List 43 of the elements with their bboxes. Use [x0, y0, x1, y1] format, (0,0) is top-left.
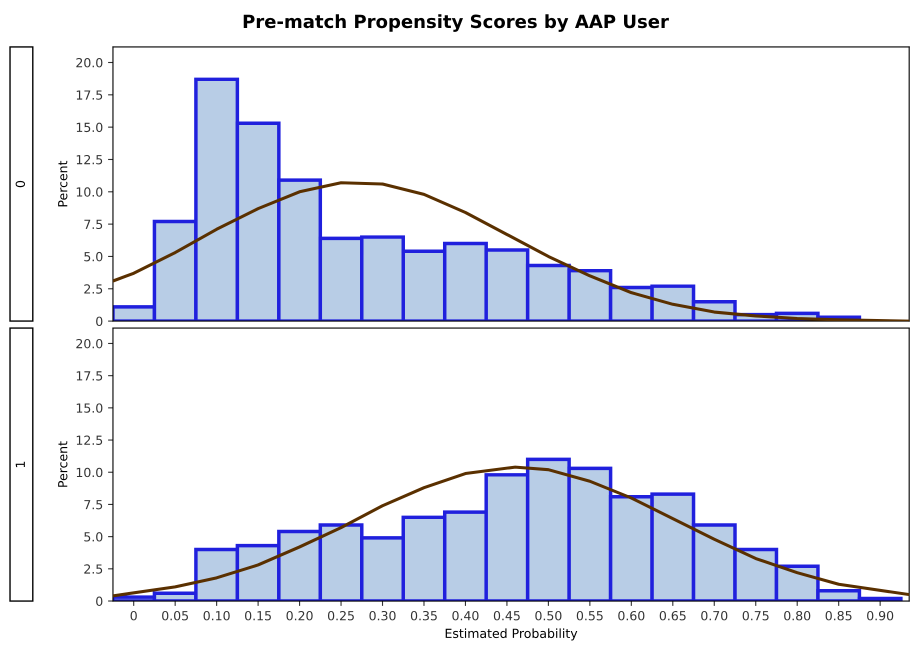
y-axis-title: Percent	[58, 441, 68, 487]
x-tick-label: 0.70	[701, 610, 728, 620]
x-tick-label: 0.05	[162, 610, 188, 620]
y-tick-label: 10.0	[76, 468, 102, 478]
x-tick-label: 0.15	[245, 610, 271, 620]
x-tick-label: 0.65	[660, 610, 686, 620]
y-tick-label: 12.5	[76, 436, 102, 445]
y-tick-label: 15.0	[76, 403, 102, 413]
text: 0	[16, 180, 26, 188]
y-tick-label: 17.5	[76, 90, 102, 100]
x-tick-label: 0.55	[576, 610, 603, 620]
y-tick-label: 0	[96, 316, 102, 326]
x-tick-label: 0.30	[369, 610, 396, 620]
x-tick-label: 0.35	[410, 610, 437, 620]
y-tick-label: 2.5	[84, 284, 102, 294]
y-tick-label: 5.0	[84, 252, 102, 262]
y-tick-label: 2.5	[84, 564, 102, 574]
x-tick-label: 0	[130, 610, 137, 620]
x-tick-label: 0.90	[867, 610, 894, 620]
y-tick-label: 7.5	[84, 500, 102, 510]
y-tick-label: 5.0	[84, 532, 102, 542]
chart-title: Pre-match Propensity Scores by AAP User	[244, 14, 669, 32]
x-tick-label: 0.75	[742, 610, 769, 620]
x-tick-label: 0.10	[204, 610, 230, 620]
y-tick-label: 20.0	[76, 338, 102, 348]
y-tick-label: 15.0	[76, 122, 102, 132]
y-tick-label: 10.0	[76, 187, 102, 197]
x-tick-label: 0.40	[452, 610, 479, 620]
y-tick-label: 17.5	[76, 371, 102, 381]
y-axis-title: Percent	[58, 160, 68, 206]
x-tick-label: 0.45	[494, 610, 520, 620]
y-tick-label: 20.0	[76, 58, 102, 68]
x-axis-title: Estimated Probability	[446, 628, 578, 640]
text: 1	[16, 462, 25, 468]
x-tick-label: 0.20	[286, 610, 313, 620]
x-tick-label: 0.80	[784, 610, 810, 620]
x-tick-label: 0.50	[535, 610, 562, 620]
x-tick-label: 0.60	[618, 610, 644, 620]
x-tick-label: 0.25	[328, 610, 354, 620]
y-tick-label: 12.5	[76, 154, 102, 164]
y-tick-label: 7.5	[84, 220, 102, 230]
y-tick-label: 0	[96, 596, 102, 606]
x-tick-label: 0.85	[826, 610, 852, 620]
